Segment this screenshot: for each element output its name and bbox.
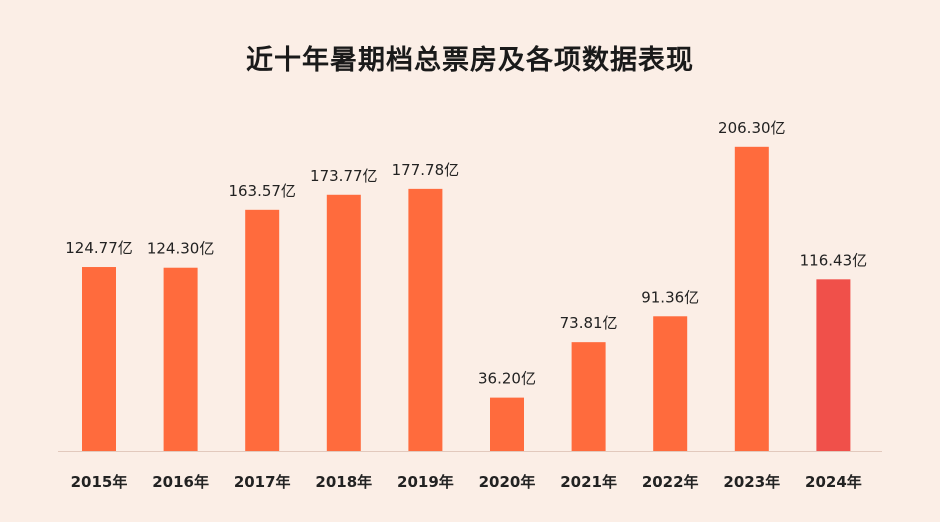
data-label-2018年: 173.77亿	[310, 167, 378, 185]
bar-2016年	[163, 267, 198, 451]
x-tick-label-2022年: 2022年	[642, 473, 699, 491]
x-tick-label-2023年: 2023年	[723, 473, 780, 491]
bar-2018年	[326, 194, 361, 452]
data-label-2022年: 91.36亿	[641, 288, 699, 306]
data-label-2021年: 73.81亿	[560, 314, 618, 332]
x-tick-label-2021年: 2021年	[560, 473, 617, 491]
bar-2020年	[490, 397, 524, 451]
x-tick-label-2020年: 2020年	[479, 473, 536, 491]
data-label-2019年: 177.78亿	[392, 161, 460, 179]
bar-2022年	[653, 316, 688, 451]
x-tick-label-2017年: 2017年	[234, 473, 291, 491]
x-tick-label-2018年: 2018年	[315, 473, 372, 491]
bar-2015年	[82, 267, 116, 451]
x-tick-label-2015年: 2015年	[71, 473, 128, 491]
data-label-2016年: 124.30亿	[147, 240, 215, 258]
x-tick-label-2019年: 2019年	[397, 473, 454, 491]
x-tick-label-2016年: 2016年	[152, 473, 209, 491]
bar-2023年	[734, 146, 769, 451]
data-label-2023年: 206.30亿	[718, 119, 786, 137]
bar-2024年	[816, 279, 851, 451]
bar-2021年	[571, 342, 606, 451]
bar-2017年	[245, 209, 280, 451]
bar-2019年	[408, 188, 443, 451]
chart-title: 近十年暑期档总票房及各项数据表现	[246, 45, 694, 76]
x-tick-label-2024年: 2024年	[805, 473, 862, 491]
data-label-2024年: 116.43亿	[800, 251, 868, 269]
data-label-2017年: 163.57亿	[228, 182, 296, 200]
data-label-2015年: 124.77亿	[65, 239, 133, 257]
data-label-2020年: 36.20亿	[478, 370, 536, 388]
